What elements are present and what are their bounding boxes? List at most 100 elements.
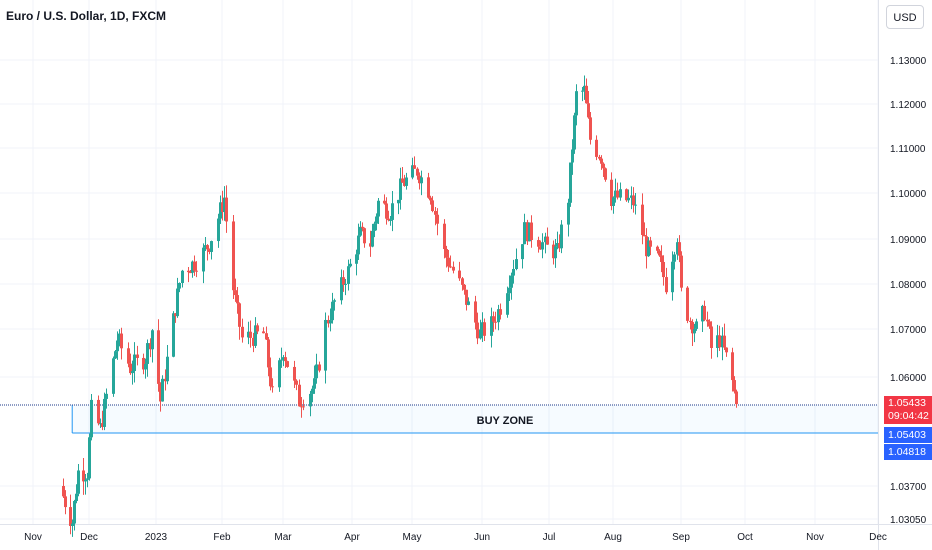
- candle-body: [463, 284, 466, 290]
- candle-body: [300, 406, 303, 408]
- candle-body: [146, 343, 149, 364]
- candle-body: [280, 359, 283, 361]
- candle-body: [569, 162, 572, 203]
- price-tick-label: 1.03700: [890, 482, 927, 493]
- candle-body: [710, 326, 713, 348]
- candle-body: [363, 228, 366, 244]
- candle-body: [731, 352, 734, 381]
- buy-zone-label: BUY ZONE: [477, 415, 534, 427]
- candle-body: [560, 224, 563, 249]
- candle-body: [476, 322, 479, 339]
- candle-body: [673, 254, 676, 262]
- candle-body: [369, 243, 372, 247]
- candle-body: [689, 320, 692, 323]
- candle-body: [512, 269, 515, 276]
- candle-body: [187, 270, 190, 273]
- candle-body: [604, 168, 607, 180]
- candle-body: [82, 470, 85, 482]
- candle-body: [371, 230, 374, 247]
- candle-body: [573, 115, 576, 150]
- candle-body: [733, 380, 736, 392]
- candle-body: [427, 177, 430, 198]
- candle-body: [181, 270, 184, 283]
- zone-bottom-value: 1.04818: [888, 446, 926, 458]
- candle-body: [90, 399, 93, 438]
- candle-body: [481, 322, 484, 330]
- candle-body: [349, 263, 352, 267]
- time-tick-label: Jul: [543, 532, 556, 543]
- time-tick-label: Oct: [737, 532, 753, 543]
- candle-body: [634, 204, 637, 206]
- candle-body: [558, 243, 561, 249]
- candle-body: [64, 496, 67, 508]
- candle-body: [161, 378, 164, 402]
- candle-body: [619, 189, 622, 198]
- candle-body: [142, 357, 145, 370]
- candle-body: [721, 335, 724, 348]
- candle-body: [86, 478, 89, 480]
- candle-body: [262, 331, 265, 334]
- candle-body: [293, 366, 296, 381]
- candle-body: [445, 249, 448, 258]
- candle-body: [537, 240, 540, 247]
- candle-body: [295, 380, 298, 385]
- candle-body: [465, 289, 468, 305]
- candle-body: [315, 364, 318, 379]
- candle-body: [73, 501, 76, 524]
- candle-body: [397, 199, 400, 204]
- candle-body: [614, 190, 617, 198]
- candle-body: [625, 189, 628, 201]
- candle-body: [331, 301, 334, 321]
- candle-body: [282, 357, 285, 360]
- candle-body: [479, 329, 482, 339]
- candle-body: [554, 246, 557, 259]
- candle-body: [389, 219, 392, 221]
- time-tick-label: 2023: [145, 532, 168, 543]
- time-tick-label: Aug: [604, 532, 622, 543]
- candle-body: [298, 384, 301, 407]
- candle-body: [241, 326, 244, 338]
- candle-body: [189, 272, 192, 274]
- currency-button[interactable]: USD: [886, 5, 924, 29]
- price-tick-label: 1.12000: [890, 100, 927, 111]
- candle-body: [706, 319, 709, 322]
- candle-body: [324, 319, 327, 371]
- candle-body: [238, 303, 241, 327]
- candle-body: [311, 388, 314, 394]
- candle-body: [118, 333, 121, 341]
- time-tick-label: Mar: [274, 532, 292, 543]
- candle-body: [447, 257, 450, 267]
- zone-top-price-tag: 1.05403: [884, 427, 932, 443]
- candle-body: [202, 247, 205, 272]
- candle-body: [660, 255, 663, 263]
- candle-body: [526, 222, 529, 242]
- candle-body: [116, 340, 119, 352]
- candle-body: [418, 175, 421, 184]
- candle-body: [357, 235, 360, 255]
- candle-body: [131, 370, 134, 374]
- candle-body: [693, 328, 696, 334]
- candle-body: [581, 90, 584, 92]
- candle-body: [716, 335, 719, 348]
- candle-body: [686, 287, 689, 321]
- candle-body: [647, 240, 650, 257]
- candle-body: [411, 165, 414, 178]
- candle-body: [236, 295, 239, 304]
- candle-body: [247, 331, 250, 338]
- candle-body: [401, 178, 404, 183]
- candle-body: [405, 177, 408, 186]
- candle-body: [385, 203, 388, 219]
- candle-body: [616, 190, 619, 198]
- candle-body: [645, 236, 648, 257]
- candle-body: [521, 244, 524, 260]
- candle-body: [461, 278, 464, 285]
- bar-countdown: 09:04:42: [888, 410, 929, 422]
- candle-body: [431, 200, 434, 211]
- candle-body: [541, 242, 544, 250]
- candle-body: [691, 322, 694, 334]
- time-tick-label: Nov: [806, 532, 824, 543]
- candle-body: [544, 236, 547, 243]
- candle-body: [552, 244, 555, 259]
